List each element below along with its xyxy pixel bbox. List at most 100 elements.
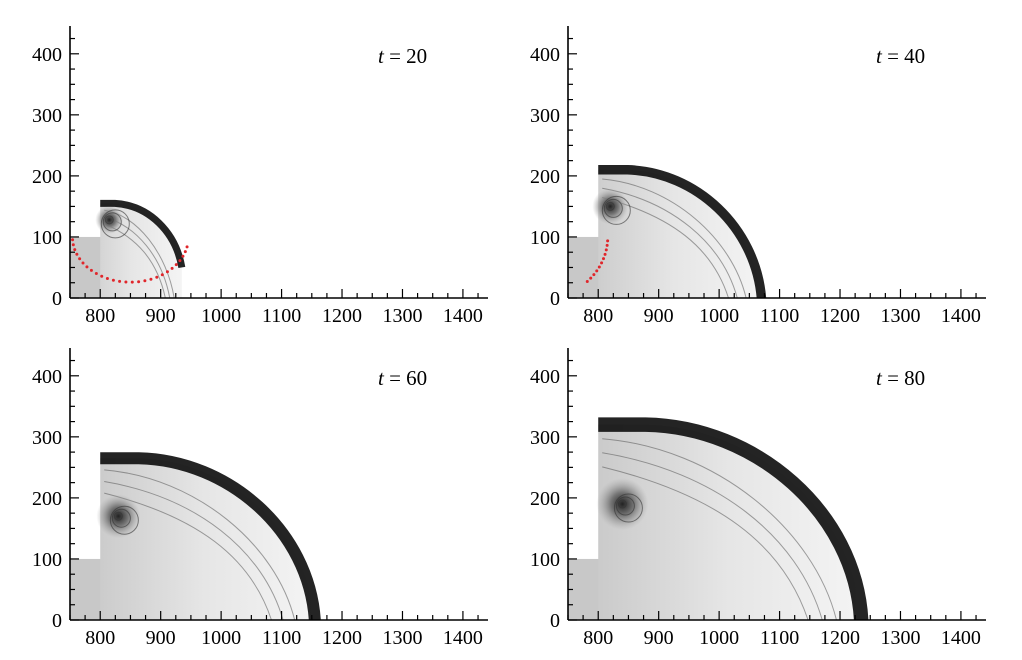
arc-dot bbox=[605, 243, 609, 247]
x-tick-label: 800 bbox=[583, 305, 613, 327]
x-tick-label: 800 bbox=[583, 627, 613, 649]
x-tick-label: 900 bbox=[146, 627, 176, 649]
arc-dot bbox=[71, 238, 75, 242]
shock-front bbox=[598, 165, 767, 299]
arc-dot bbox=[143, 279, 147, 283]
arc-dot bbox=[183, 250, 187, 254]
arc-dot bbox=[181, 254, 185, 258]
arc-dot bbox=[601, 257, 605, 261]
time-variable: t bbox=[378, 366, 385, 390]
vortex-ring bbox=[113, 511, 123, 521]
y-tick-label: 100 bbox=[32, 549, 62, 571]
internal-wave bbox=[602, 466, 809, 621]
flow-field bbox=[70, 458, 315, 620]
x-tick-label: 1300 bbox=[382, 305, 422, 327]
time-value: = 80 bbox=[882, 366, 925, 390]
internal-wave bbox=[602, 187, 738, 299]
x-tick-label: 1100 bbox=[760, 305, 799, 327]
x-tick-label: 1300 bbox=[382, 627, 422, 649]
inlet-region bbox=[568, 558, 599, 620]
x-tick-label: 1200 bbox=[322, 305, 362, 327]
vortex-ring bbox=[613, 493, 643, 523]
internal-wave bbox=[602, 452, 823, 621]
y-tick-label: 200 bbox=[32, 166, 62, 188]
internal-wave bbox=[602, 178, 747, 299]
x-tick-label: 1400 bbox=[941, 305, 981, 327]
time-label: t = 40 bbox=[876, 44, 925, 68]
y-tick-label: 200 bbox=[530, 166, 560, 188]
arc-dot bbox=[81, 261, 85, 265]
vortex-ring bbox=[603, 198, 623, 218]
shock-front bbox=[100, 199, 186, 269]
arc-dot bbox=[100, 274, 104, 278]
vortex-ring bbox=[100, 209, 130, 239]
time-value: = 40 bbox=[882, 44, 925, 68]
panel-80: 800 900 1000 1100 1200 1300 1400 0 100 200 300 400 t… bbox=[530, 348, 986, 649]
inlet-region bbox=[568, 236, 599, 298]
arc-dot bbox=[174, 263, 178, 267]
x-tick-label: 800 bbox=[85, 627, 115, 649]
vortex-ring bbox=[111, 508, 131, 528]
x-tick-label: 1400 bbox=[941, 627, 981, 649]
vortex-ring bbox=[601, 195, 631, 225]
time-label: t = 20 bbox=[378, 44, 427, 68]
arc-dot bbox=[592, 273, 596, 277]
y-tick-label: 300 bbox=[32, 427, 62, 449]
arc-dot bbox=[149, 277, 153, 281]
arc-dot bbox=[78, 257, 82, 261]
vortex-ring bbox=[104, 215, 114, 225]
y-tick-label: 400 bbox=[32, 366, 62, 388]
y-tick-label: 0 bbox=[52, 610, 62, 632]
x-tick-label: 1100 bbox=[262, 627, 301, 649]
y-tick-label: 400 bbox=[32, 44, 62, 66]
time-value: = 60 bbox=[384, 366, 427, 390]
arc-dot bbox=[111, 278, 115, 282]
inlet-region bbox=[70, 558, 101, 620]
y-tick-label: 0 bbox=[52, 288, 62, 310]
vortex bbox=[592, 188, 629, 225]
arc-dot bbox=[185, 245, 189, 249]
arc-dot bbox=[85, 265, 89, 269]
arc-dot bbox=[585, 279, 589, 283]
internal-wave bbox=[104, 492, 272, 621]
x-tick-label: 1300 bbox=[880, 627, 920, 649]
x-tick-label: 1000 bbox=[699, 627, 739, 649]
vortex-ring bbox=[615, 496, 635, 516]
panel-60: 800 900 1000 1100 1200 1300 1400 0 100 200 300 400 t… bbox=[32, 348, 488, 649]
flow-field bbox=[568, 424, 862, 620]
shock-front bbox=[598, 417, 869, 621]
time-variable: t bbox=[378, 44, 385, 68]
y-tick-label: 100 bbox=[32, 227, 62, 249]
y-tick-label: 300 bbox=[32, 105, 62, 127]
x-tick-label: 1400 bbox=[443, 305, 483, 327]
y-tick-label: 400 bbox=[530, 366, 560, 388]
internal-wave bbox=[602, 438, 837, 621]
y-tick-label: 200 bbox=[530, 488, 560, 510]
y-tick-label: 100 bbox=[530, 549, 560, 571]
time-variable: t bbox=[876, 366, 883, 390]
vortex-ring bbox=[102, 212, 122, 232]
shock-front bbox=[100, 452, 321, 621]
y-tick-label: 0 bbox=[550, 288, 560, 310]
arc-dot bbox=[73, 248, 77, 252]
x-tick-label: 800 bbox=[85, 305, 115, 327]
time-label: t = 60 bbox=[378, 366, 427, 390]
arc-dot bbox=[595, 269, 599, 273]
x-tick-label: 1100 bbox=[262, 305, 301, 327]
vortex bbox=[96, 494, 141, 539]
arc-dot bbox=[105, 276, 109, 280]
internal-wave bbox=[104, 481, 284, 621]
x-tick-label: 1300 bbox=[880, 305, 920, 327]
arc-dot bbox=[606, 239, 610, 243]
x-tick-label: 900 bbox=[644, 627, 674, 649]
y-tick-label: 300 bbox=[530, 105, 560, 127]
arc-dot bbox=[160, 273, 164, 277]
time-variable: t bbox=[876, 44, 883, 68]
x-tick-label: 1200 bbox=[322, 627, 362, 649]
y-tick-label: 300 bbox=[530, 427, 560, 449]
arc-dot bbox=[178, 259, 182, 263]
arc-dot bbox=[124, 280, 128, 284]
time-value: = 20 bbox=[384, 44, 427, 68]
panel-20: 800 900 1000 1100 1200 1300 1400 0 100 200 300 400 t… bbox=[32, 26, 488, 327]
